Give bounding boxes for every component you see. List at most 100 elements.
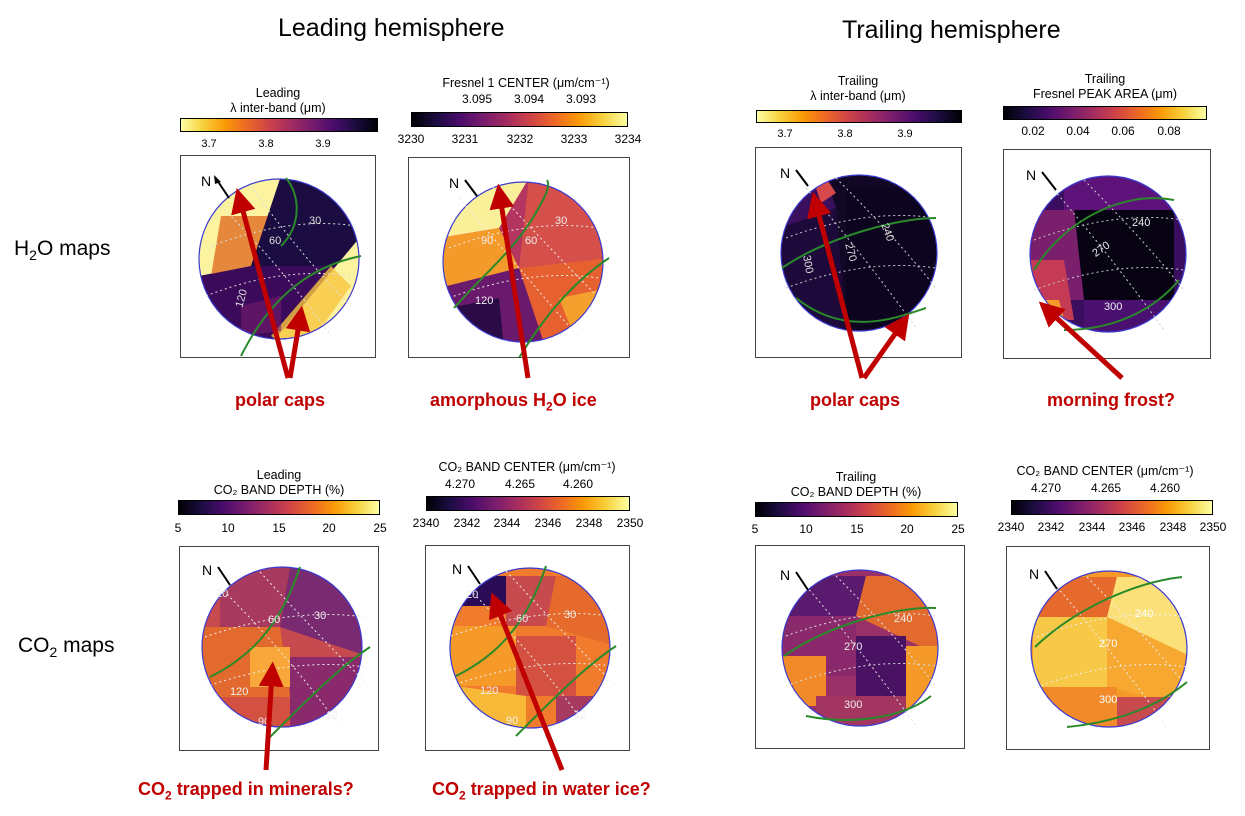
grid-label: 90	[258, 716, 270, 728]
grid-label: 30	[314, 610, 326, 622]
planet-disk-map: 240 270 300 N	[1026, 167, 1187, 333]
colorbar-tick: 20	[322, 521, 336, 535]
north-arrow-icon	[795, 169, 809, 187]
colorbar-tick: 3232	[506, 132, 534, 146]
north-label: N	[780, 165, 790, 181]
lead-h2o-fresnel-map: 90 60 30 120 N	[408, 157, 630, 358]
grid-label: 300	[800, 254, 815, 274]
colorbar-top-tick: 3.093	[565, 92, 597, 106]
lead-co2-depth-colorbar	[178, 500, 380, 515]
grid-label: 60	[268, 614, 280, 626]
colorbar-top-tick: 4.260	[562, 477, 594, 491]
trail-co2-depth-colorbar	[755, 502, 958, 517]
colorbar-tick: 3.9	[315, 138, 331, 150]
trail-co2-center-colorbar	[1011, 500, 1213, 515]
grid-label: 60	[525, 235, 537, 247]
trailing-hemisphere-title: Trailing hemisphere	[842, 16, 1061, 44]
colorbar-tick: 10	[221, 521, 235, 535]
colorbar-tick: 3.7	[777, 128, 793, 140]
grid-label: 20	[216, 588, 228, 600]
colorbar-top-tick: 3.094	[513, 92, 545, 106]
north-arrow-icon	[1041, 171, 1057, 191]
colorbar-tick: 2348	[1159, 520, 1187, 534]
grid-label: 240	[1135, 608, 1153, 620]
lead-h2o-fresnel-caption: Fresnel 1 CENTER (μm/cm⁻¹)	[442, 76, 610, 90]
colorbar-tick: 0.04	[1066, 124, 1090, 138]
trail-h2o-band-caption: Trailing λ inter-band (μm)	[810, 74, 906, 103]
grid-label: 240	[1132, 217, 1150, 229]
colorbar-tick: 3.9	[897, 128, 913, 140]
lead-co2-center-caption: CO₂ BAND CENTER (μm/cm⁻¹)	[438, 460, 616, 474]
grid-label: 30	[309, 215, 321, 227]
grid-label: 60	[516, 613, 528, 625]
planet-disk-map: 240 270 300 N	[780, 567, 939, 727]
grid-label: 300	[844, 699, 862, 711]
lead-h2o-fresnel-colorbar	[411, 112, 628, 127]
colorbar-tick: 3233	[560, 132, 588, 146]
colorbar-tick: 3.8	[258, 138, 274, 150]
grid-label: 240	[894, 613, 912, 625]
colorbar-tick: 15	[850, 522, 864, 536]
north-arrow-icon	[216, 179, 230, 199]
grid-label: 120	[480, 685, 498, 697]
colorbar-tick: 15	[272, 521, 286, 535]
lead-h2o-band-caption: Leading λ inter-band (μm)	[230, 86, 326, 115]
colorbar-tick: 0.02	[1021, 124, 1045, 138]
colorbar-top-tick: 4.265	[504, 477, 536, 491]
colorbar-tick: 2342	[453, 516, 481, 530]
north-label: N	[449, 175, 459, 191]
grid-label: 30	[555, 215, 567, 227]
planet-disk-map: 90 60 30 120 N	[442, 175, 610, 357]
grid-label: 120	[475, 295, 493, 307]
grid-label: 20	[466, 589, 478, 601]
co2-maps-label: CO2 maps	[18, 634, 115, 661]
colorbar-tick: 2348	[575, 516, 603, 530]
colorbar-tick: 2346	[1118, 520, 1146, 534]
lead-h2o-band-colorbar	[180, 118, 378, 132]
colorbar-tick: 0.06	[1111, 124, 1135, 138]
colorbar-tick: 3.8	[837, 128, 853, 140]
grid-label: 240	[878, 222, 896, 243]
north-arrow-icon	[1044, 570, 1058, 590]
grid-label: 90	[506, 715, 518, 727]
annotation-co2-minerals: CO2 trapped in minerals?	[138, 779, 354, 803]
lead-h2o-band-map: 60 30 120 N	[180, 155, 376, 358]
colorbar-tick: 10	[799, 522, 813, 536]
planet-disk-map: 20 60 30 120 90 12 N	[449, 561, 617, 737]
annotation-amorphous-ice: amorphous H2O ice	[430, 390, 597, 414]
planet-disk-map: 20 60 30 120 90 12 N	[201, 562, 371, 738]
grid-label: 60	[269, 235, 281, 247]
grid-label: 30	[564, 609, 576, 621]
north-arrow-icon	[795, 571, 809, 591]
colorbar-tick: 3.7	[201, 138, 217, 150]
leading-hemisphere-title: Leading hemisphere	[278, 14, 505, 42]
north-arrow-icon	[467, 565, 481, 585]
north-label: N	[201, 173, 211, 189]
lead-co2-depth-map: 20 60 30 120 90 12 N	[179, 546, 379, 751]
lead-co2-depth-caption: Leading CO₂ BAND DEPTH (%)	[213, 468, 345, 497]
planet-disk-map: 60 30 120 N	[198, 173, 362, 357]
planet-disk-map: 240 270 300 N	[780, 165, 938, 332]
annotation-polar-caps-trailing: polar caps	[810, 390, 901, 410]
lead-co2-center-map: 20 60 30 120 90 12 N	[425, 545, 630, 751]
grid-label: 300	[1099, 694, 1117, 706]
colorbar-tick: 2344	[493, 516, 521, 530]
north-label: N	[1026, 167, 1036, 183]
grid-label: 12	[326, 710, 338, 722]
colorbar-tick: 3231	[451, 132, 479, 146]
lead-co2-center-colorbar	[426, 496, 630, 511]
colorbar-tick: 3230	[397, 132, 425, 146]
colorbar-tick: 2350	[1199, 520, 1227, 534]
colorbar-tick: 20	[900, 522, 914, 536]
north-arrow-icon	[217, 566, 231, 586]
grid-label: 120	[230, 686, 248, 698]
colorbar-tick: 3234	[614, 132, 642, 146]
grid-label: 90	[481, 235, 493, 247]
h2o-maps-label: H2O maps	[14, 237, 111, 264]
annotation-polar-caps-leading: polar caps	[235, 390, 326, 410]
trail-co2-center-map: 240 270 300 N	[1006, 546, 1210, 750]
grid-label: 300	[1104, 301, 1122, 313]
colorbar-tick: 2342	[1037, 520, 1065, 534]
colorbar-tick: 2350	[616, 516, 644, 530]
north-arrow-icon	[464, 179, 478, 197]
